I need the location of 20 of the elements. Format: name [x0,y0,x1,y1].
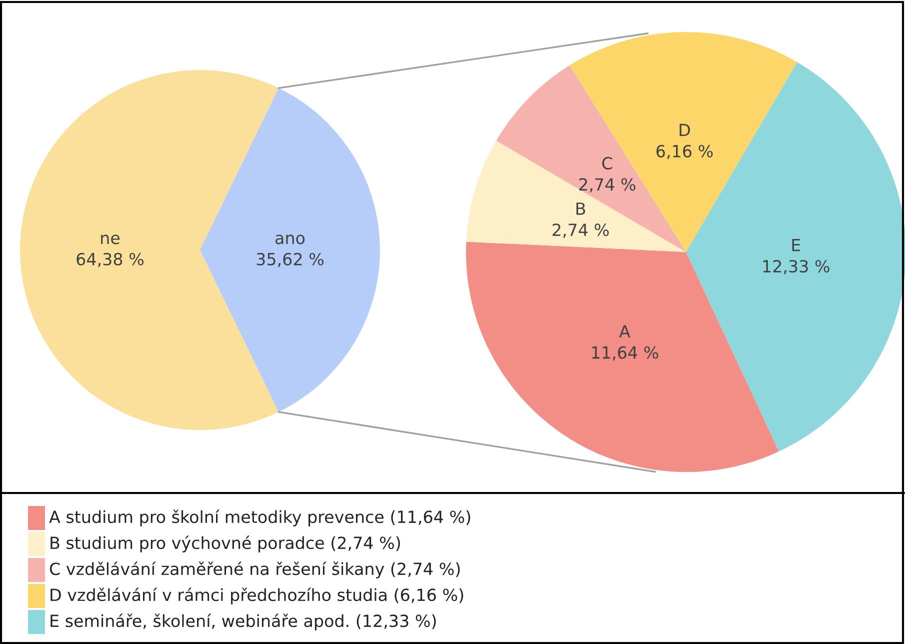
data-label: 6,16 % [656,144,713,160]
slice-label: B [576,202,586,215]
data-label: 64,38 % [76,252,144,268]
pie-slice [200,88,380,412]
data-label: 11,64 % [592,346,658,361]
slice-label: C [602,156,612,170]
data-label: 35,62 % [256,252,324,268]
text: E semináře, školení, webináře apod. (12,33 %) [50,614,436,630]
data-label: 2,74 % [552,224,609,238]
text: A studium pro školní metodiky prevence (11,64 %) [49,510,470,526]
text: C vzdělávání zaměřené na řešení šikany (2,74 %) [50,562,460,578]
text: B studium pro výchovné poradce (2,74 %) [50,536,400,552]
slice-label: ano [276,234,305,244]
slice-label: ne [101,234,120,244]
text: D vzdělávání v rámci předchozího studia (6,16 %) [50,588,464,604]
slice-label: D [680,124,690,136]
data-label: 12,33 % [763,260,830,274]
slice-label: E [792,238,800,252]
slice-label: A [619,325,630,338]
data-label: 2,74 % [579,178,636,192]
